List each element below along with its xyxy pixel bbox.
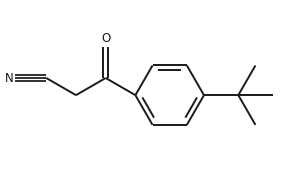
Text: O: O [101, 32, 110, 45]
Text: N: N [5, 72, 14, 84]
